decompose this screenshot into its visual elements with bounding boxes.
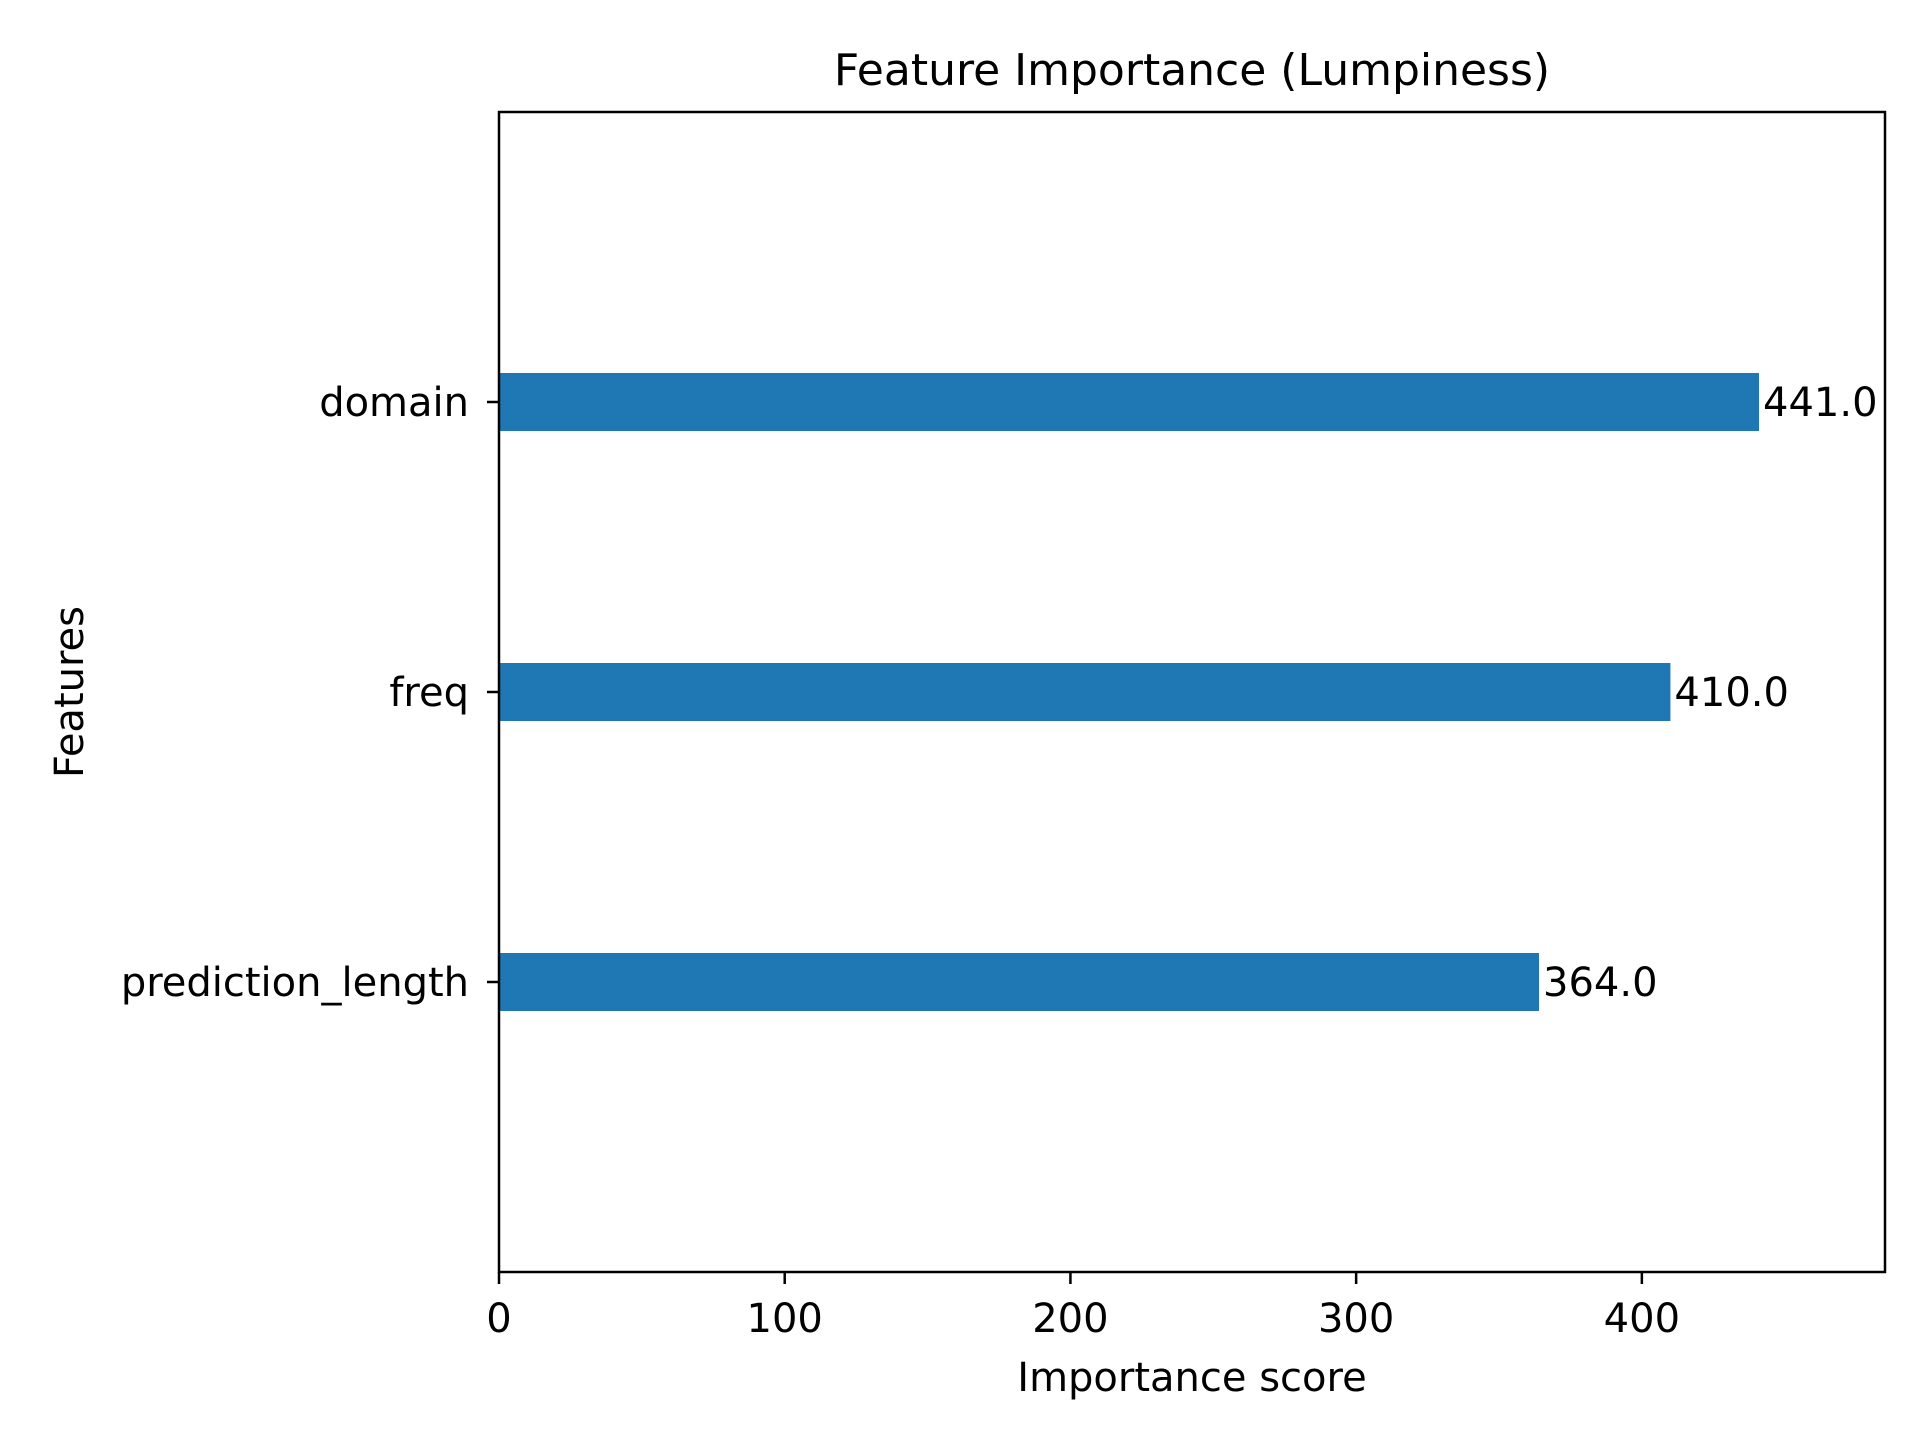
bar-value-label: 364.0: [1543, 960, 1658, 1006]
plot-area: 441.0 domain 410.0 freq 364.0 prediction_leng…: [121, 373, 1878, 1342]
bar: [499, 663, 1671, 721]
y-tick-label: freq: [389, 670, 469, 716]
x-tick-label: 300: [1318, 1296, 1394, 1342]
bar: [499, 373, 1759, 431]
chart-title: Feature Importance (Lumpiness): [834, 45, 1550, 96]
x-tick-label: 100: [747, 1296, 823, 1342]
x-axis-label: Importance score: [1017, 1355, 1366, 1401]
bar-value-label: 441.0: [1763, 380, 1878, 426]
y-tick-label: domain: [319, 380, 469, 426]
bar: [499, 953, 1539, 1011]
y-axis-label: Features: [47, 606, 93, 778]
y-tick-label: prediction_length: [121, 960, 469, 1006]
bar-value-label: 410.0: [1674, 670, 1789, 716]
x-tick-label: 400: [1604, 1296, 1680, 1342]
plot-frame: [497, 110, 1887, 1274]
x-tick-label: 200: [1032, 1296, 1108, 1342]
x-tick-label: 0: [486, 1296, 511, 1342]
